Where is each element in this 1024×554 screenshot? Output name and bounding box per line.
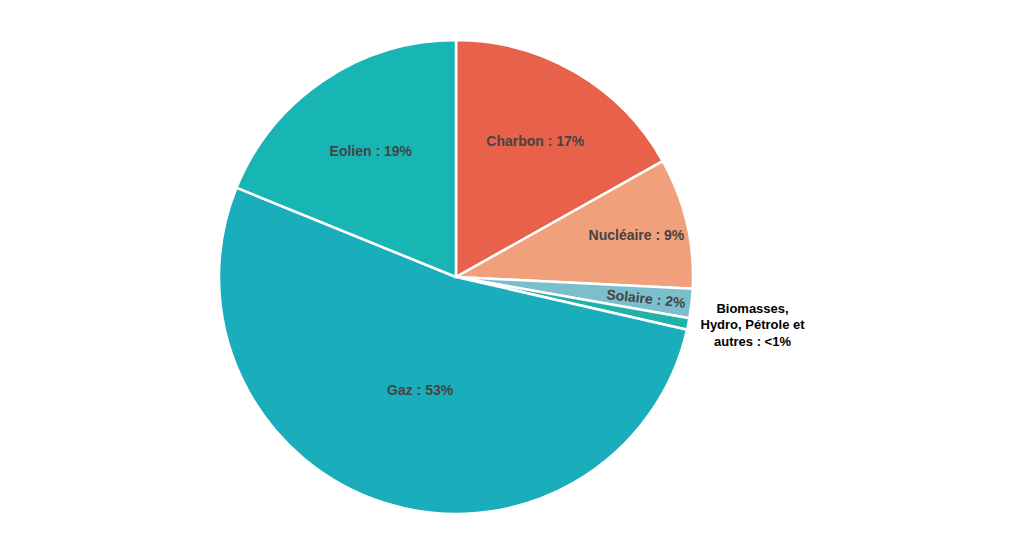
svg-text:Nucléaire : 9%: Nucléaire : 9%: [589, 227, 685, 243]
svg-text:Charbon : 17%: Charbon : 17%: [486, 133, 585, 149]
svg-text:Biomasses,Hydro, Pétrole etaut: Biomasses,Hydro, Pétrole etautres : <1%: [701, 301, 806, 350]
svg-text:Eolien : 19%: Eolien : 19%: [330, 143, 413, 159]
svg-text:Gaz : 53%: Gaz : 53%: [387, 382, 454, 398]
svg-text:Solaire : 2%: Solaire : 2%: [605, 286, 687, 311]
